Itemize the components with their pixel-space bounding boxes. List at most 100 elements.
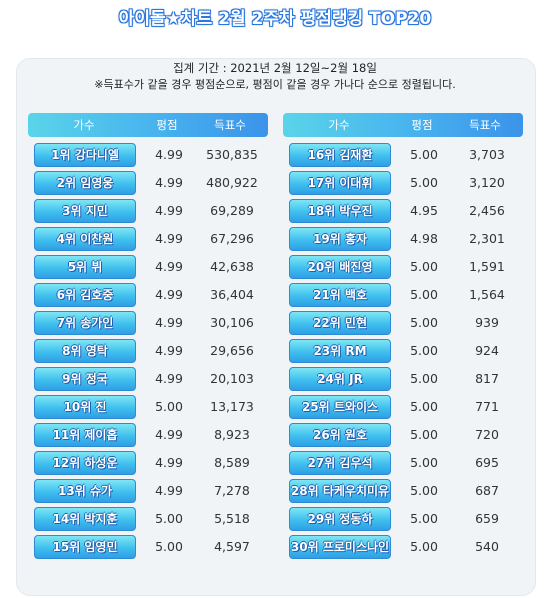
rank-name-badge: 10위 진 xyxy=(34,394,136,419)
table-row: 29위 정동하 5.00 659 xyxy=(283,506,523,531)
votes-cell: 695 xyxy=(475,455,499,470)
rank-name-badge: 16위 김재환 xyxy=(289,142,391,167)
score-cell: 4.99 xyxy=(155,259,183,274)
table-row: 3위 지민 4.99 69,289 xyxy=(28,198,268,223)
header-singer: 가수 xyxy=(328,118,350,132)
score-cell: 4.99 xyxy=(155,455,183,470)
header-singer: 가수 xyxy=(73,118,95,132)
votes-cell: 1,591 xyxy=(469,259,505,274)
votes-cell: 67,296 xyxy=(210,231,254,246)
rank-name-badge: 29위 정동하 xyxy=(289,506,391,531)
rank-name-badge: 27위 김우석 xyxy=(289,450,391,475)
rank-name-badge: 21위 백호 xyxy=(289,282,391,307)
rank-name-badge: 15위 임영민 xyxy=(34,534,136,559)
votes-cell: 29,656 xyxy=(210,343,254,358)
rank-name-badge: 17위 이대휘 xyxy=(289,170,391,195)
score-cell: 4.99 xyxy=(155,315,183,330)
page-title: 아이돌★차트 2월 2주차 평점랭킹 TOP20 xyxy=(0,4,550,29)
header-score: 평점 xyxy=(411,118,433,132)
score-cell: 4.99 xyxy=(155,427,183,442)
table-row: 7위 송가인 4.99 30,106 xyxy=(28,310,268,335)
score-cell: 5.00 xyxy=(410,371,438,386)
table-row: 21위 백호 5.00 1,564 xyxy=(283,282,523,307)
score-cell: 5.00 xyxy=(410,315,438,330)
table-row: 1위 강다니엘 4.99 530,835 xyxy=(28,142,268,167)
rank-name-badge: 12위 하성운 xyxy=(34,450,136,475)
votes-cell: 817 xyxy=(475,371,499,386)
score-cell: 5.00 xyxy=(410,287,438,302)
votes-cell: 8,923 xyxy=(214,427,250,442)
table-row: 9위 정국 4.99 20,103 xyxy=(28,366,268,391)
rank-name-badge: 6위 김호중 xyxy=(34,282,136,307)
score-cell: 4.99 xyxy=(155,343,183,358)
rank-name-badge: 18위 박우진 xyxy=(289,198,391,223)
rank-name-badge: 25위 트와이스 xyxy=(289,394,391,419)
rank-name-badge: 22위 민현 xyxy=(289,310,391,335)
votes-cell: 36,404 xyxy=(210,287,254,302)
votes-cell: 687 xyxy=(475,483,499,498)
rank-name-badge: 26위 원호 xyxy=(289,422,391,447)
ranking-table-right: 가수 평점 득표수 16위 김재환 5.00 3,703 17위 이대휘 5.00 3,1… xyxy=(283,113,523,562)
score-cell: 5.00 xyxy=(410,175,438,190)
rank-name-badge: 8위 영탁 xyxy=(34,338,136,363)
rank-name-badge: 28위 타케우치미유 xyxy=(289,478,391,503)
rank-name-badge: 13위 슈가 xyxy=(34,478,136,503)
votes-cell: 3,120 xyxy=(469,175,505,190)
header-score: 평점 xyxy=(156,118,178,132)
table-row: 4위 이찬원 4.99 67,296 xyxy=(28,226,268,251)
table-row: 13위 슈가 4.99 7,278 xyxy=(28,478,268,503)
table-row: 27위 김우석 5.00 695 xyxy=(283,450,523,475)
table-row: 17위 이대휘 5.00 3,120 xyxy=(283,170,523,195)
votes-cell: 20,103 xyxy=(210,371,254,386)
star-icon: ★ xyxy=(165,9,181,29)
votes-cell: 530,835 xyxy=(206,147,258,162)
score-cell: 5.00 xyxy=(410,343,438,358)
rank-name-badge: 30위 프로미스나인 xyxy=(289,534,391,559)
rank-name-badge: 14위 박지훈 xyxy=(34,506,136,531)
score-cell: 5.00 xyxy=(410,147,438,162)
votes-cell: 13,173 xyxy=(210,399,254,414)
table-header: 가수 평점 득표수 xyxy=(283,113,523,137)
votes-cell: 540 xyxy=(475,539,499,554)
table-rows: 1위 강다니엘 4.99 530,835 2위 임영웅 4.99 480,922 3위 지민… xyxy=(28,142,268,559)
score-cell: 4.99 xyxy=(155,287,183,302)
table-row: 5위 뷔 4.99 42,638 xyxy=(28,254,268,279)
score-cell: 4.99 xyxy=(155,147,183,162)
ranking-table-left: 가수 평점 득표수 1위 강다니엘 4.99 530,835 2위 임영웅 4.99 48… xyxy=(28,113,268,562)
table-header: 가수 평점 득표수 xyxy=(28,113,268,137)
rank-name-badge: 2위 임영웅 xyxy=(34,170,136,195)
table-row: 30위 프로미스나인 5.00 540 xyxy=(283,534,523,559)
rank-name-badge: 1위 강다니엘 xyxy=(34,142,136,167)
period-text: 집계 기간 : 2021년 2월 12일~2월 18일 xyxy=(173,61,377,75)
score-cell: 5.00 xyxy=(410,259,438,274)
rank-name-badge: 5위 뷔 xyxy=(34,254,136,279)
votes-cell: 8,589 xyxy=(214,455,250,470)
rank-name-badge: 23위 RM xyxy=(289,338,391,363)
score-cell: 5.00 xyxy=(410,455,438,470)
votes-cell: 480,922 xyxy=(206,175,258,190)
score-cell: 5.00 xyxy=(410,539,438,554)
table-row: 10위 진 5.00 13,173 xyxy=(28,394,268,419)
header-votes: 득표수 xyxy=(469,118,501,132)
score-cell: 5.00 xyxy=(410,511,438,526)
table-row: 12위 하성운 4.99 8,589 xyxy=(28,450,268,475)
votes-cell: 659 xyxy=(475,511,499,526)
votes-cell: 771 xyxy=(475,399,499,414)
table-row: 15위 임영민 5.00 4,597 xyxy=(28,534,268,559)
table-row: 14위 박지훈 5.00 5,518 xyxy=(28,506,268,531)
title-part-1: 아이돌 xyxy=(118,9,166,29)
score-cell: 5.00 xyxy=(155,399,183,414)
score-cell: 4.95 xyxy=(410,203,438,218)
score-cell: 5.00 xyxy=(155,539,183,554)
table-row: 22위 민현 5.00 939 xyxy=(283,310,523,335)
title-part-2: 차트 2월 2주차 평점랭킹 TOP20 xyxy=(180,9,432,29)
score-cell: 5.00 xyxy=(410,427,438,442)
votes-cell: 939 xyxy=(475,315,499,330)
rank-name-badge: 19위 홍자 xyxy=(289,226,391,251)
score-cell: 4.99 xyxy=(155,483,183,498)
rank-name-badge: 9위 정국 xyxy=(34,366,136,391)
table-row: 23위 RM 5.00 924 xyxy=(283,338,523,363)
table-row: 2위 임영웅 4.99 480,922 xyxy=(28,170,268,195)
rank-name-badge: 20위 배진영 xyxy=(289,254,391,279)
table-rows: 16위 김재환 5.00 3,703 17위 이대휘 5.00 3,120 18위 박우진 4… xyxy=(283,142,523,559)
